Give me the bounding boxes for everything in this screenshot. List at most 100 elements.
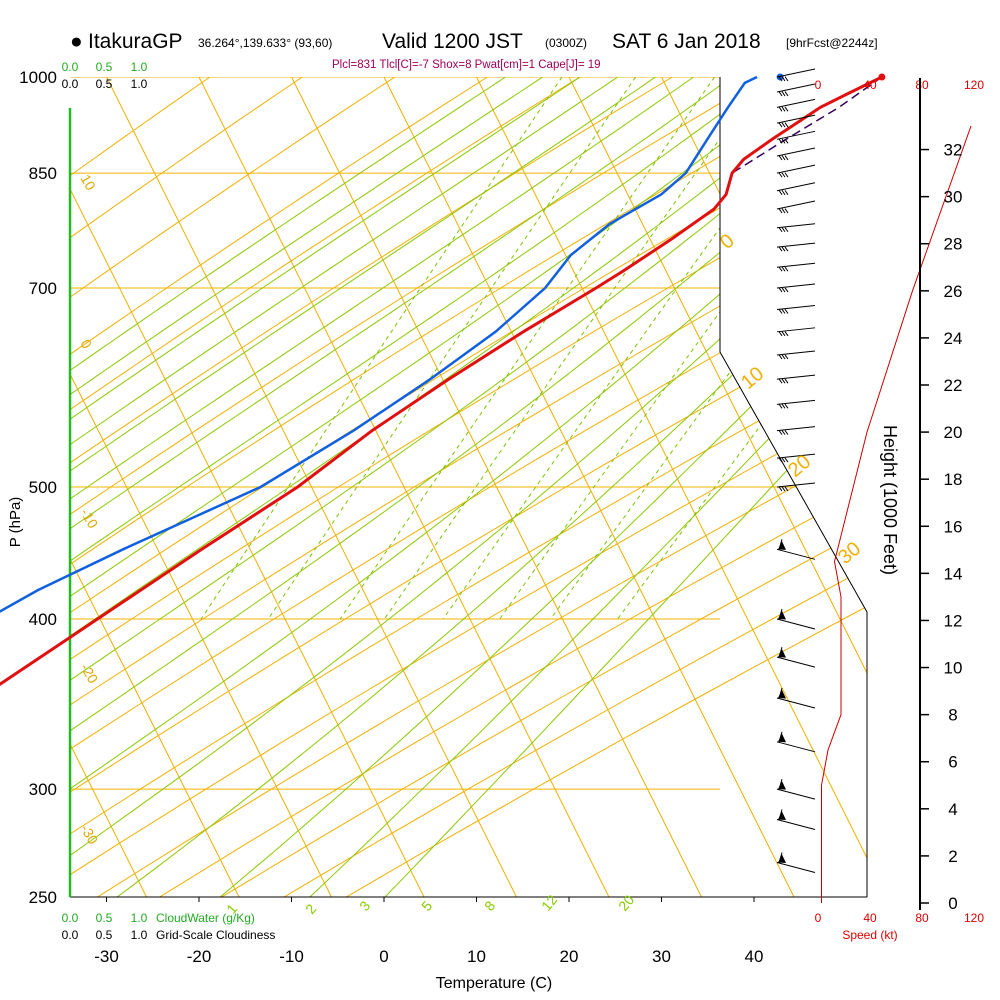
wind-barb-staff <box>776 426 816 432</box>
pressure-tick-label: 250 <box>29 888 57 907</box>
wind-barb <box>776 482 816 492</box>
pressure-tick-label: 700 <box>29 279 57 298</box>
wind-barb-pennant <box>778 610 786 620</box>
pressure-axis-title: P (hPa) <box>7 497 24 548</box>
pressure-tick-label: 850 <box>29 164 57 183</box>
isotherm-line <box>70 77 147 897</box>
wind-barb-staff <box>776 819 816 830</box>
dry-adiabat-line <box>70 77 867 897</box>
wind-barb-feather <box>784 208 789 214</box>
isotherm-line <box>291 77 702 897</box>
wind-barb-staff <box>776 98 816 108</box>
wind-barb-pennant <box>778 781 786 790</box>
mixing-ratio-line <box>339 77 716 620</box>
mixing-ratio-line <box>267 77 637 620</box>
x-tick-label: 10 <box>467 947 486 966</box>
wind-barb-staff <box>776 548 816 560</box>
wind-barb-staff <box>776 114 816 124</box>
speed-tick-bottom: 40 <box>863 911 877 925</box>
dry-adiabat-line <box>70 77 867 897</box>
cloudwater-tick-top: 0.0 <box>62 60 79 74</box>
height-tick-label: 28 <box>944 235 963 254</box>
dry-adiabat-line <box>70 77 252 897</box>
station-coords: 36.264°,139.633° (93,60) <box>198 36 333 50</box>
height-tick-label: 26 <box>944 282 963 301</box>
moist-adiabat-line <box>70 77 735 897</box>
pressure-tick-label: 300 <box>29 780 57 799</box>
wind-barb-feather <box>781 378 786 384</box>
speed-tick-top: 120 <box>964 78 984 92</box>
wind-barb-feather <box>784 403 789 409</box>
speed-axis-title: Speed (kt) <box>842 928 897 942</box>
wind-barb-staff <box>776 374 816 380</box>
wind-barb <box>776 350 816 360</box>
wind-barb-feather <box>781 308 786 314</box>
wind-barb-staff <box>776 482 816 488</box>
cloudiness-tick-bottom: 1.0 <box>131 928 148 942</box>
wind-barb-feather <box>784 378 789 384</box>
wind-barb <box>776 83 816 97</box>
height-tick-label: 24 <box>944 329 963 348</box>
speed-tick-top: 0 <box>815 78 822 92</box>
height-tick-label: 10 <box>944 659 963 678</box>
wind-barb-feather <box>781 208 786 214</box>
moist-adiabat-line <box>70 77 867 897</box>
wind-barb <box>776 223 816 233</box>
station-dot-icon: ● <box>70 30 83 53</box>
moist-adiabat-line <box>70 77 772 897</box>
cloudwater-tick-top: 0.5 <box>96 60 113 74</box>
dry-adiabat-line <box>97 77 867 897</box>
wind-barb-staff <box>776 68 816 78</box>
height-tick-label: 30 <box>944 188 963 207</box>
wind-barb <box>776 283 816 293</box>
wind-barb-feather <box>781 91 786 97</box>
wind-barb-staff <box>776 164 816 174</box>
parcel-trace <box>731 76 883 174</box>
stability-indices: Plcl=831 Tlcl[C]=-7 Shox=8 Pwat[cm]=1 Ca… <box>332 59 601 71</box>
dry-adiabat-line <box>70 77 346 897</box>
wind-barb <box>776 608 816 630</box>
wind-barb-staff <box>776 788 816 800</box>
cloudwater-tick-top: 1.0 <box>131 60 148 74</box>
isotherm-line <box>106 77 517 897</box>
theta-label: 30 <box>834 538 865 569</box>
dry-adiabat-line <box>221 77 867 897</box>
wind-barb <box>776 399 816 409</box>
moist-adiabat-line <box>116 77 867 897</box>
wind-barb-feather <box>784 190 789 196</box>
wind-barb-staff <box>776 182 816 192</box>
wind-barb-feather <box>784 430 789 435</box>
moist-adiabat-line <box>70 77 550 897</box>
dry-adiabat-line <box>346 77 867 897</box>
wind-barb-feather <box>784 486 789 492</box>
cloudiness-tick-top: 1.0 <box>131 77 148 91</box>
wind-barb <box>776 647 816 668</box>
mixing-ratio-line <box>200 77 563 620</box>
wind-barb-staff <box>776 283 816 289</box>
x-tick-label: 30 <box>652 947 671 966</box>
wind-barb <box>776 687 816 709</box>
wind-barb-feather <box>778 208 783 214</box>
wind-barb-feather <box>778 227 783 233</box>
mixing-ratio-line <box>442 77 829 620</box>
wind-barb-feather <box>781 457 786 463</box>
wind-barb-feather <box>784 227 789 233</box>
surface-temperature-marker <box>878 73 886 81</box>
wind-barb-feather <box>778 308 783 314</box>
grid-clip-group <box>70 77 867 897</box>
height-tick-label: 6 <box>948 753 957 772</box>
dry-adiabat-line <box>70 77 628 897</box>
wind-barb-staff <box>776 697 816 709</box>
cloudiness-tick-bottom: 0.5 <box>96 928 113 942</box>
valid-time: Valid 1200 JST <box>382 30 523 53</box>
wind-barb-feather <box>784 91 789 97</box>
height-tick-label: 32 <box>944 141 963 160</box>
wind-barb-feather <box>784 331 789 337</box>
wind-barb-feather <box>781 122 786 128</box>
speed-tick-top: 80 <box>915 78 929 92</box>
theta-label: 20 <box>784 451 815 482</box>
wind-barb-pennant <box>778 733 786 743</box>
wind-barb <box>776 453 816 463</box>
